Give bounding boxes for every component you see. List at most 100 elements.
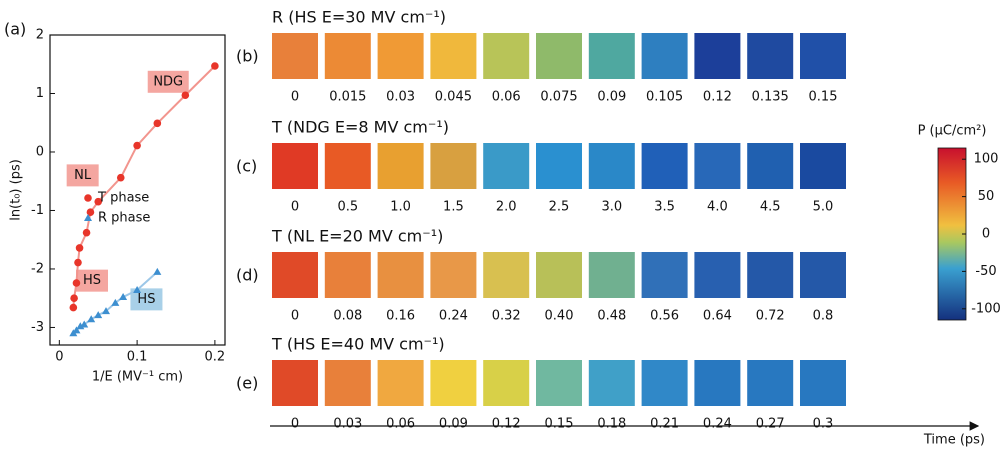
snapshot-tile — [324, 33, 371, 79]
annotation: HS — [83, 273, 101, 288]
time-label: 0.40 — [545, 309, 574, 324]
time-label: 0.135 — [752, 90, 789, 105]
time-label: 0 — [291, 90, 299, 105]
colorbar-tick-label: 100 — [974, 152, 999, 167]
y-tick-label: -1 — [31, 203, 44, 218]
colorbar-tick-label: 0 — [982, 227, 990, 242]
panel-label: (c) — [236, 157, 257, 176]
point — [75, 244, 84, 252]
annotation: HS — [137, 292, 155, 307]
time-label: 0 — [291, 200, 299, 215]
time-label: 2.0 — [496, 200, 517, 215]
snapshot-tile — [694, 33, 741, 79]
time-label: 0.12 — [703, 90, 732, 105]
snapshot-tile — [588, 143, 635, 189]
snapshot-tile — [800, 360, 846, 406]
time-label: 0.06 — [386, 417, 415, 432]
point — [72, 326, 81, 334]
time-label: 0.105 — [646, 90, 683, 105]
time-label: 0.48 — [597, 309, 626, 324]
panel-label: (b) — [236, 47, 259, 66]
time-label: 3.0 — [601, 200, 622, 215]
x-tick-label: 0.1 — [127, 350, 148, 365]
point — [70, 294, 78, 303]
point — [133, 141, 141, 150]
time-label: 4.5 — [760, 200, 781, 215]
time-label: 4.0 — [707, 200, 728, 215]
time-label: 0.03 — [386, 90, 415, 105]
time-label: 0.5 — [337, 200, 358, 215]
time-label: 0.15 — [809, 90, 838, 105]
time-label: 0.32 — [492, 309, 521, 324]
snapshot-tile — [694, 143, 741, 189]
point — [181, 91, 190, 100]
snapshot-tile — [747, 33, 794, 79]
point — [153, 119, 162, 128]
point — [133, 286, 142, 294]
annotation: NL — [74, 168, 92, 183]
snapshot-tile — [536, 143, 582, 189]
panel-title: T (HS E=40 MV cm⁻¹) — [271, 335, 445, 354]
legend-label: R phase — [98, 211, 150, 226]
time-label: 0.03 — [333, 417, 362, 432]
panel-title: T (NDG E=8 MV cm⁻¹) — [271, 118, 449, 137]
time-label: 1.0 — [390, 200, 411, 215]
snapshot-tile — [536, 360, 582, 406]
point — [94, 197, 103, 206]
point — [82, 228, 91, 237]
annotation-box — [147, 70, 189, 93]
panel-label: (d) — [236, 266, 259, 285]
panel-label: (e) — [236, 374, 258, 393]
y-tick-label: 0 — [36, 144, 44, 159]
snapshot-tile — [641, 252, 688, 298]
time-label: 0.16 — [386, 309, 415, 324]
snapshot-tile — [747, 143, 794, 189]
snapshot-tile — [430, 252, 477, 298]
time-label: 0.72 — [756, 309, 785, 324]
panel-label: (a) — [4, 20, 26, 39]
time-label: 0.045 — [435, 90, 472, 105]
y-tick-label: 2 — [36, 28, 44, 43]
time-label: 5.0 — [813, 200, 834, 215]
panel-title: R (HS E=30 MV cm⁻¹) — [272, 8, 446, 27]
time-label: 0 — [291, 417, 299, 432]
time-label: 0.21 — [650, 417, 679, 432]
legend-marker — [84, 194, 92, 202]
colorbar-label: P (μC/cm²) — [918, 124, 987, 139]
snapshot-tile — [483, 360, 530, 406]
snapshot-tile — [272, 33, 318, 79]
point — [86, 208, 95, 217]
snapshot-tile — [377, 143, 424, 189]
snapshot-tile — [588, 33, 635, 79]
snapshot-tile — [536, 252, 582, 298]
colorbar-tick-label: -100 — [971, 301, 1000, 316]
snapshot-tile — [272, 143, 318, 189]
snapshot-tile — [800, 143, 846, 189]
time-label: 0.12 — [492, 417, 521, 432]
legend-marker — [84, 214, 92, 221]
time-label: 0.56 — [650, 309, 679, 324]
legend-label: T phase — [97, 191, 149, 206]
time-label: 0.015 — [329, 90, 366, 105]
snapshot-tile — [377, 360, 424, 406]
snapshot-tile — [641, 143, 688, 189]
snapshot-tile — [324, 143, 371, 189]
time-label: 0.27 — [756, 417, 785, 432]
time-label: 2.5 — [549, 200, 570, 215]
snapshot-tile — [430, 143, 477, 189]
snapshot-tile — [324, 360, 371, 406]
point — [211, 62, 219, 70]
snapshot-tile — [430, 33, 477, 79]
time-axis-label: Time (ps) — [923, 433, 985, 448]
y-tick-label: -3 — [31, 320, 44, 335]
panel-title: T (NL E=20 MV cm⁻¹) — [271, 227, 443, 246]
snapshot-tile — [272, 252, 318, 298]
snapshot-tile — [377, 33, 424, 79]
time-label: 0.15 — [545, 417, 574, 432]
annotation: NDG — [153, 74, 183, 89]
point — [116, 173, 125, 182]
time-label: 0.08 — [333, 309, 362, 324]
colorbar-tick-label: -50 — [975, 264, 996, 279]
snapshot-tile — [641, 33, 688, 79]
